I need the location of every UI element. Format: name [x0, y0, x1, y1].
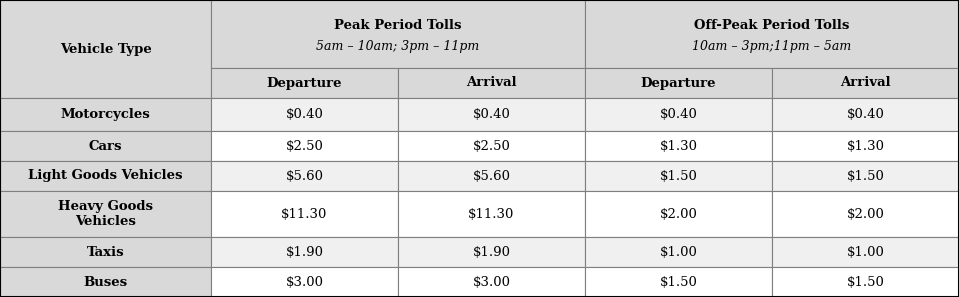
Text: Buses: Buses	[83, 276, 128, 288]
Bar	[398, 68, 585, 98]
Bar	[772, 98, 959, 131]
Text: Arrival: Arrival	[840, 77, 891, 89]
Bar	[0, 267, 211, 297]
Text: $11.30: $11.30	[281, 208, 328, 220]
Text: $1.50: $1.50	[660, 276, 697, 288]
Text: $1.90: $1.90	[286, 246, 323, 258]
Text: Heavy Goods
Vehicles: Heavy Goods Vehicles	[58, 200, 153, 228]
Bar	[211, 161, 398, 191]
Text: $1.90: $1.90	[473, 246, 510, 258]
Text: $1.30: $1.30	[847, 140, 884, 152]
Bar	[772, 131, 959, 161]
Bar	[398, 131, 585, 161]
Text: $1.00: $1.00	[660, 246, 697, 258]
Text: $2.50: $2.50	[286, 140, 323, 152]
Text: $0.40: $0.40	[286, 108, 323, 121]
Text: $11.30: $11.30	[468, 208, 515, 220]
Bar	[0, 131, 211, 161]
Bar	[772, 191, 959, 237]
Bar	[211, 267, 398, 297]
Bar	[585, 237, 772, 267]
Text: $0.40: $0.40	[660, 108, 697, 121]
Text: Departure: Departure	[641, 77, 716, 89]
Bar	[585, 68, 772, 98]
Bar	[585, 98, 772, 131]
Text: Off-Peak Period Tolls: Off-Peak Period Tolls	[694, 19, 850, 32]
Text: $2.50: $2.50	[473, 140, 510, 152]
Bar	[585, 267, 772, 297]
Bar	[0, 237, 211, 267]
Bar	[0, 0, 211, 98]
Bar	[211, 237, 398, 267]
Text: Light Goods Vehicles: Light Goods Vehicles	[28, 170, 183, 182]
Bar	[211, 68, 398, 98]
Text: $0.40: $0.40	[473, 108, 510, 121]
Text: $1.50: $1.50	[847, 276, 884, 288]
Bar	[211, 191, 398, 237]
Text: Motorcycles: Motorcycles	[60, 108, 151, 121]
Text: Departure: Departure	[267, 77, 342, 89]
Bar	[211, 98, 398, 131]
Text: $5.60: $5.60	[286, 170, 323, 182]
Text: $2.00: $2.00	[660, 208, 697, 220]
Bar	[211, 0, 585, 68]
Bar	[398, 191, 585, 237]
Bar	[585, 191, 772, 237]
Text: 10am – 3pm;11pm – 5am: 10am – 3pm;11pm – 5am	[692, 40, 852, 53]
Bar	[772, 68, 959, 98]
Text: $5.60: $5.60	[473, 170, 510, 182]
Bar	[772, 161, 959, 191]
Bar	[0, 161, 211, 191]
Text: 5am – 10am; 3pm – 11pm: 5am – 10am; 3pm – 11pm	[316, 40, 480, 53]
Text: $3.00: $3.00	[473, 276, 510, 288]
Text: $3.00: $3.00	[286, 276, 323, 288]
Bar	[398, 161, 585, 191]
Bar	[772, 267, 959, 297]
Text: $1.50: $1.50	[847, 170, 884, 182]
Bar	[398, 267, 585, 297]
Bar	[772, 237, 959, 267]
Bar	[211, 131, 398, 161]
Bar	[398, 237, 585, 267]
Text: $0.40: $0.40	[847, 108, 884, 121]
Bar	[0, 98, 211, 131]
Bar	[398, 98, 585, 131]
Bar	[585, 0, 959, 68]
Text: Peak Period Tolls: Peak Period Tolls	[335, 19, 461, 32]
Text: $2.00: $2.00	[847, 208, 884, 220]
Text: Taxis: Taxis	[86, 246, 125, 258]
Bar	[585, 161, 772, 191]
Bar	[585, 131, 772, 161]
Text: Cars: Cars	[89, 140, 122, 152]
Bar	[0, 191, 211, 237]
Text: Vehicle Type: Vehicle Type	[59, 42, 152, 56]
Text: $1.00: $1.00	[847, 246, 884, 258]
Text: $1.50: $1.50	[660, 170, 697, 182]
Text: Arrival: Arrival	[466, 77, 517, 89]
Text: $1.30: $1.30	[660, 140, 697, 152]
